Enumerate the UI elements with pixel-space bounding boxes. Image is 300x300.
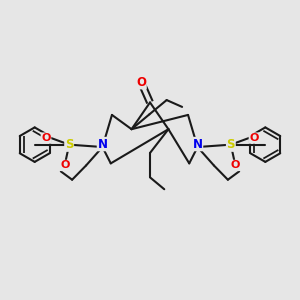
Text: S: S (226, 138, 235, 151)
Text: S: S (65, 138, 74, 151)
Text: O: O (136, 76, 146, 89)
Text: N: N (98, 138, 107, 151)
Text: O: O (249, 133, 259, 143)
Text: N: N (193, 138, 202, 151)
Text: O: O (230, 160, 239, 170)
Text: O: O (61, 160, 70, 170)
Text: O: O (41, 133, 51, 143)
